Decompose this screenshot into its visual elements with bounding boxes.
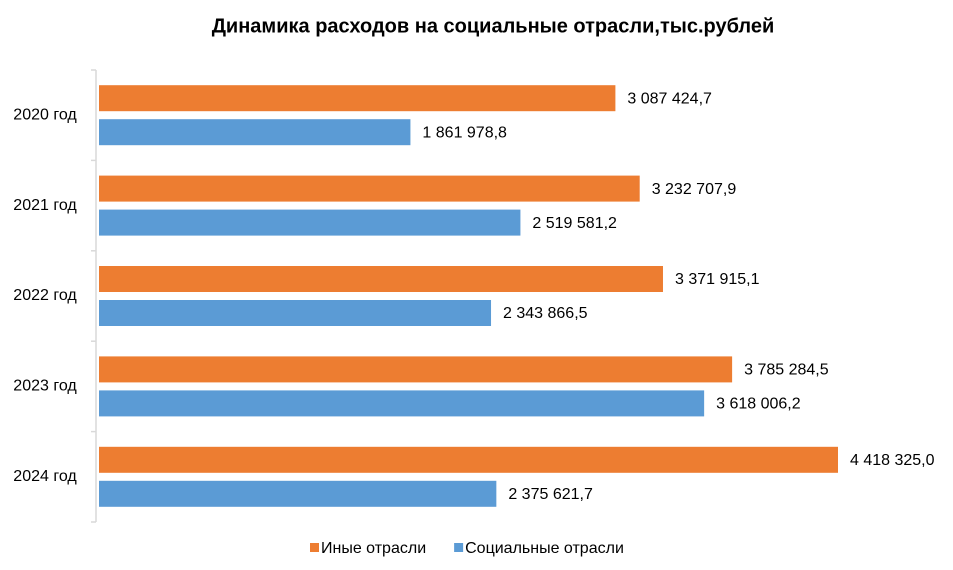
- data-label: 2 519 581,2: [532, 215, 617, 232]
- data-label: 3 087 424,7: [627, 90, 712, 107]
- data-label: 4 418 325,0: [850, 452, 935, 469]
- legend-swatch: [454, 543, 464, 552]
- bar: [99, 209, 521, 236]
- legend-label: Социальные отрасли: [465, 540, 624, 557]
- y-tick-label: 2022 год: [13, 287, 77, 304]
- data-label: 1 861 978,8: [422, 124, 507, 141]
- chart-title: Динамика расходов на социальные отрасли,…: [212, 15, 775, 37]
- y-tick-label: 2021 год: [13, 197, 77, 214]
- data-label: 3 371 915,1: [675, 271, 760, 288]
- bar: [99, 85, 616, 112]
- bar: [99, 356, 733, 383]
- data-label: 3 618 006,2: [716, 396, 801, 413]
- bar: [99, 175, 640, 202]
- legend-swatch: [310, 543, 319, 552]
- data-label: 3 232 707,9: [652, 181, 737, 198]
- data-label: 2 375 621,7: [508, 486, 593, 503]
- bar: [99, 300, 492, 326]
- y-tick-label: 2024 год: [13, 468, 77, 485]
- bar: [99, 446, 838, 473]
- bar: [99, 119, 411, 146]
- bar: [99, 266, 663, 292]
- bar: [99, 390, 705, 417]
- legend-label: Иные отрасли: [321, 540, 426, 557]
- data-label: 2 343 866,5: [503, 305, 588, 322]
- data-label: 3 785 284,5: [744, 362, 829, 379]
- y-tick-label: 2020 год: [13, 106, 77, 123]
- bar: [99, 480, 497, 507]
- y-tick-label: 2023 год: [13, 378, 77, 395]
